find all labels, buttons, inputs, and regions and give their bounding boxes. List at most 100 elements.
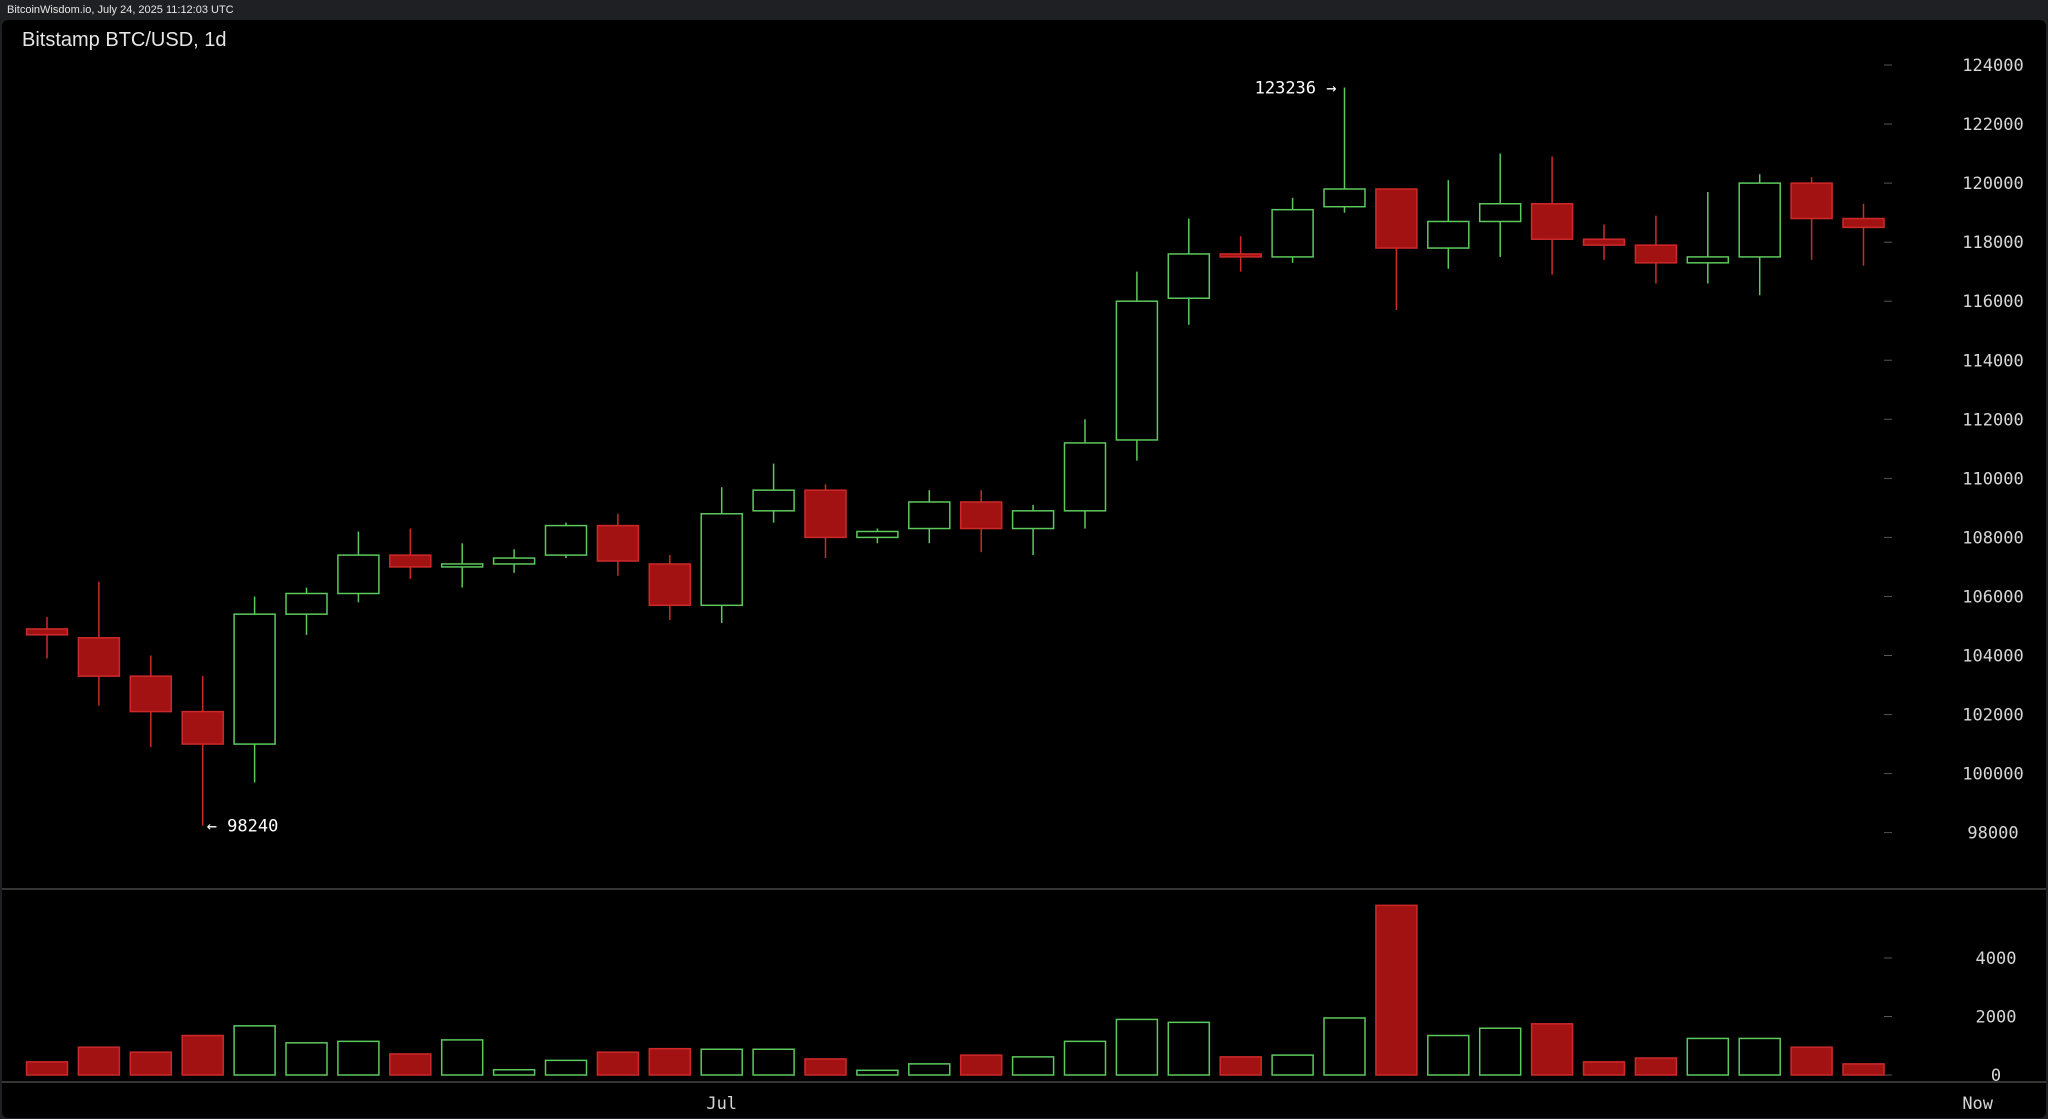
- candle-body: [959, 501, 1003, 530]
- candle: [804, 484, 847, 559]
- volume-bar: [1686, 1037, 1730, 1076]
- candle-body: [1375, 188, 1418, 249]
- candle: [908, 490, 951, 544]
- price-tick-label: 114000: [1962, 351, 2023, 371]
- candle-body: [1530, 203, 1574, 240]
- candle: [1167, 218, 1211, 325]
- price-tick-label: 102000: [1962, 706, 2023, 726]
- candle: [233, 596, 276, 783]
- candle-body: [1842, 217, 1885, 229]
- volume-bar: [337, 1040, 380, 1076]
- candle: [752, 463, 795, 523]
- candle-body: [544, 524, 588, 556]
- candle: [856, 528, 899, 544]
- volume-bar: [1738, 1037, 1781, 1076]
- candle-body: [181, 710, 224, 745]
- candle-body: [1115, 300, 1159, 441]
- time-axis: Jul Now: [706, 1094, 1993, 1114]
- price-tick-label: 110000: [1962, 469, 2023, 489]
- candle-body: [440, 563, 484, 568]
- candle-body: [1738, 182, 1781, 258]
- candle: [1686, 191, 1730, 284]
- volume-bar: [129, 1051, 173, 1076]
- volume-tick-label: 4000: [1976, 949, 2017, 969]
- volume-bar: [648, 1047, 692, 1076]
- candle-body: [1634, 244, 1678, 264]
- volume-bar: [1011, 1056, 1055, 1076]
- volume-bar: [1530, 1023, 1574, 1076]
- candle: [1790, 177, 1833, 260]
- chart-title: Bitstamp BTC/USD, 1d: [22, 29, 227, 51]
- candle: [1323, 87, 1366, 213]
- candle-body: [752, 489, 795, 512]
- time-label: Now: [1962, 1094, 1993, 1114]
- candle-body: [1790, 182, 1833, 220]
- candle: [1842, 203, 1885, 266]
- volume-bar: [181, 1034, 224, 1076]
- volume-bar: [1478, 1027, 1522, 1076]
- volume-bar: [1427, 1034, 1470, 1076]
- price-tick-label: 104000: [1962, 647, 2023, 667]
- candle-body: [1686, 256, 1730, 264]
- candle-body: [233, 613, 276, 745]
- candle-body: [1011, 510, 1055, 530]
- candle: [25, 617, 69, 659]
- candles-layer: [25, 87, 1885, 826]
- candle: [1634, 215, 1678, 284]
- price-tick-label: 112000: [1962, 410, 2023, 430]
- high-annotation: 123236 →: [1255, 79, 1337, 99]
- price-axis: 98000 100000 102000 104000 106000 108000 11000…: [1884, 56, 2024, 844]
- price-tick-label: 122000: [1962, 115, 2023, 135]
- candle-body: [648, 563, 692, 607]
- price-tick-label: 124000: [1962, 56, 2023, 76]
- price-tick-label: 120000: [1962, 174, 2023, 194]
- candle: [1530, 156, 1574, 275]
- volume-bar: [804, 1058, 847, 1076]
- volume-bar: [1115, 1018, 1159, 1076]
- time-label: Jul: [706, 1094, 737, 1114]
- candle: [1219, 236, 1262, 272]
- low-annotation: ← 98240: [207, 817, 279, 837]
- candle-body: [337, 554, 380, 595]
- volume-axis: 0 2000 4000: [1884, 949, 2016, 1086]
- volume-bar: [1375, 904, 1418, 1076]
- price-tick-label: 100000: [1962, 765, 2023, 785]
- volume-bar: [596, 1051, 640, 1076]
- volume-bars-layer: [25, 904, 1885, 1076]
- candle-body: [908, 501, 951, 530]
- candle: [648, 555, 692, 621]
- candle: [337, 531, 380, 603]
- candle-body: [804, 489, 847, 539]
- candle: [440, 543, 484, 588]
- candle-body: [129, 675, 173, 713]
- volume-bar: [908, 1063, 951, 1076]
- volume-bar: [440, 1039, 484, 1076]
- candle-body: [1271, 208, 1314, 258]
- volume-bar: [285, 1042, 328, 1076]
- candle: [1115, 271, 1159, 461]
- candle: [1738, 174, 1781, 296]
- price-tick-label: 116000: [1962, 292, 2023, 312]
- candle: [1427, 180, 1470, 269]
- volume-bar: [1790, 1046, 1833, 1076]
- volume-bar: [1271, 1054, 1314, 1076]
- top-bar: BitcoinWisdom.io, July 24, 2025 11:12:03…: [0, 0, 2048, 20]
- candle-body: [1478, 203, 1522, 223]
- volume-bar: [700, 1048, 743, 1076]
- candle-body: [285, 592, 328, 615]
- volume-tick-label: 2000: [1976, 1008, 2017, 1028]
- candle: [1478, 153, 1522, 257]
- candle-body: [389, 554, 432, 568]
- volume-bar: [1582, 1061, 1626, 1076]
- volume-bar: [77, 1046, 121, 1076]
- price-tick-label: 108000: [1962, 528, 2023, 548]
- candle: [492, 549, 536, 573]
- volume-bar: [25, 1061, 69, 1076]
- candle: [1063, 419, 1107, 529]
- volume-bar: [492, 1068, 536, 1076]
- candle: [1582, 224, 1626, 260]
- candle: [1375, 188, 1418, 311]
- candle: [1271, 197, 1314, 263]
- candle: [389, 528, 432, 579]
